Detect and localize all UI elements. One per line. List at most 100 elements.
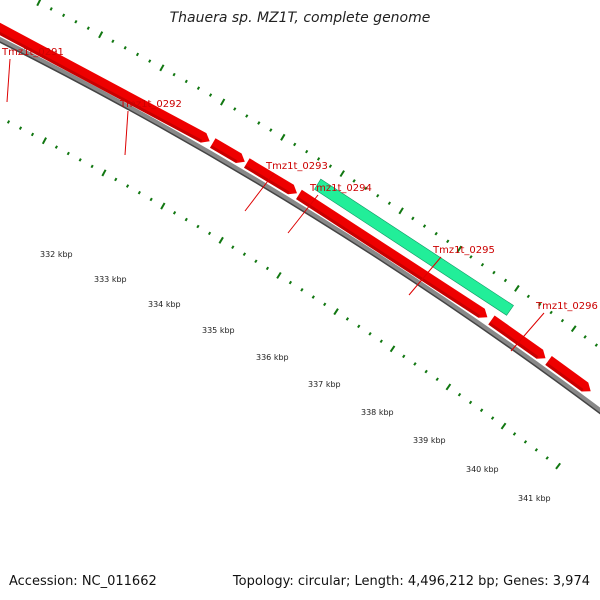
minor-tick bbox=[594, 343, 599, 347]
scale-label: 336 kbp bbox=[256, 353, 289, 362]
major-tick bbox=[98, 31, 104, 39]
minor-tick bbox=[74, 19, 78, 24]
minor-tick bbox=[368, 332, 372, 336]
minor-tick bbox=[62, 13, 66, 18]
minor-tick bbox=[90, 164, 94, 169]
backbone-line bbox=[0, 36, 600, 413]
minor-tick bbox=[413, 362, 417, 366]
major-tick bbox=[218, 236, 224, 244]
minor-tick bbox=[387, 201, 392, 206]
minor-tick bbox=[265, 266, 270, 271]
major-tick bbox=[514, 284, 520, 292]
minor-tick bbox=[379, 339, 383, 344]
minor-tick bbox=[402, 354, 406, 359]
gene-label[interactable]: Tmz1t_0291 bbox=[1, 47, 64, 58]
minor-tick bbox=[242, 252, 247, 257]
outer-tick-track bbox=[36, 0, 599, 347]
genome-title: Thauera sp. MZ1T, complete genome bbox=[169, 10, 431, 26]
major-tick bbox=[160, 202, 166, 210]
minor-tick bbox=[86, 26, 90, 30]
major-tick bbox=[41, 137, 47, 145]
minor-tick bbox=[512, 432, 517, 436]
major-tick bbox=[276, 271, 282, 279]
gene-arrow bbox=[488, 315, 546, 359]
major-tick bbox=[159, 64, 165, 72]
minor-tick bbox=[328, 164, 333, 169]
major-tick bbox=[339, 170, 345, 178]
minor-tick bbox=[254, 259, 258, 264]
gene-arrow-shade bbox=[244, 165, 290, 195]
minor-tick bbox=[424, 369, 428, 374]
scale-label: 338 kbp bbox=[361, 408, 394, 417]
major-tick bbox=[500, 422, 507, 430]
callout-line bbox=[408, 256, 442, 296]
gene-arrow-shade bbox=[296, 196, 481, 318]
gene-label[interactable]: Tmz1t_0296 bbox=[535, 301, 598, 312]
genome-summary-text: Topology: circular; Length: 4,496,212 bp… bbox=[232, 574, 590, 589]
minor-tick bbox=[534, 448, 539, 452]
minor-tick bbox=[446, 239, 450, 244]
scale-label: 335 kbp bbox=[202, 326, 235, 335]
minor-tick bbox=[293, 142, 297, 147]
backbone bbox=[0, 36, 600, 415]
gene-arrow-shade bbox=[0, 31, 203, 143]
scale-label: 332 kbp bbox=[40, 250, 73, 259]
minor-tick bbox=[123, 46, 127, 50]
minor-tick bbox=[30, 132, 35, 137]
major-tick bbox=[220, 98, 226, 106]
minor-tick bbox=[125, 184, 130, 188]
minor-tick bbox=[114, 177, 118, 182]
scale-label: 341 kbp bbox=[518, 494, 551, 503]
minor-tick bbox=[231, 245, 235, 250]
gene-arrow-shade bbox=[545, 362, 584, 392]
minor-tick bbox=[469, 255, 473, 259]
gene-callouts: Tmz1t_0291 Tmz1t_0292 Tmz1t_0293 Tmz1t_0294… bbox=[1, 47, 598, 352]
minor-tick bbox=[352, 179, 356, 183]
scale-labels: 332 kbp 333 kbp 334 kbp 335 kbp 336 kbp 337 k… bbox=[40, 250, 551, 503]
minor-tick bbox=[526, 294, 531, 299]
minor-tick bbox=[66, 151, 70, 156]
gene-track bbox=[0, 22, 591, 392]
major-tick bbox=[101, 169, 107, 177]
scale-label: 334 kbp bbox=[148, 300, 181, 309]
major-tick bbox=[389, 345, 396, 353]
gene-label[interactable]: Tmz1t_0295 bbox=[432, 245, 495, 256]
minor-tick bbox=[549, 310, 553, 315]
minor-tick bbox=[457, 392, 462, 397]
minor-tick bbox=[545, 456, 549, 460]
major-tick bbox=[36, 0, 42, 7]
minor-tick bbox=[492, 270, 496, 275]
minor-tick bbox=[184, 217, 188, 222]
minor-tick bbox=[269, 128, 273, 132]
gene-label[interactable]: Tmz1t_0292 bbox=[119, 99, 182, 110]
minor-tick bbox=[411, 216, 415, 221]
gene-arrow bbox=[0, 22, 210, 143]
highlight-feature bbox=[314, 178, 514, 316]
minor-tick bbox=[111, 39, 115, 44]
major-tick bbox=[398, 207, 404, 215]
minor-tick bbox=[323, 302, 327, 307]
minor-tick bbox=[523, 440, 528, 444]
minor-tick bbox=[207, 231, 212, 236]
gene-label[interactable]: Tmz1t_0293 bbox=[265, 161, 328, 172]
minor-tick bbox=[316, 157, 321, 161]
minor-tick bbox=[560, 318, 565, 323]
minor-tick bbox=[148, 59, 152, 63]
minor-tick bbox=[78, 158, 82, 162]
callout-line bbox=[244, 172, 275, 212]
scale-label: 333 kbp bbox=[94, 275, 127, 284]
minor-tick bbox=[149, 197, 153, 202]
gene-arrow bbox=[545, 356, 591, 392]
gene-arrow bbox=[296, 189, 488, 318]
major-tick bbox=[456, 245, 463, 253]
highlight-track bbox=[314, 178, 514, 316]
minor-tick bbox=[538, 302, 542, 307]
minor-tick bbox=[311, 295, 315, 299]
minor-tick bbox=[196, 86, 201, 90]
minor-tick bbox=[172, 72, 176, 77]
major-tick bbox=[333, 308, 339, 316]
gene-label[interactable]: Tmz1t_0294 bbox=[309, 183, 372, 194]
major-tick bbox=[445, 383, 452, 391]
minor-tick bbox=[480, 262, 485, 267]
